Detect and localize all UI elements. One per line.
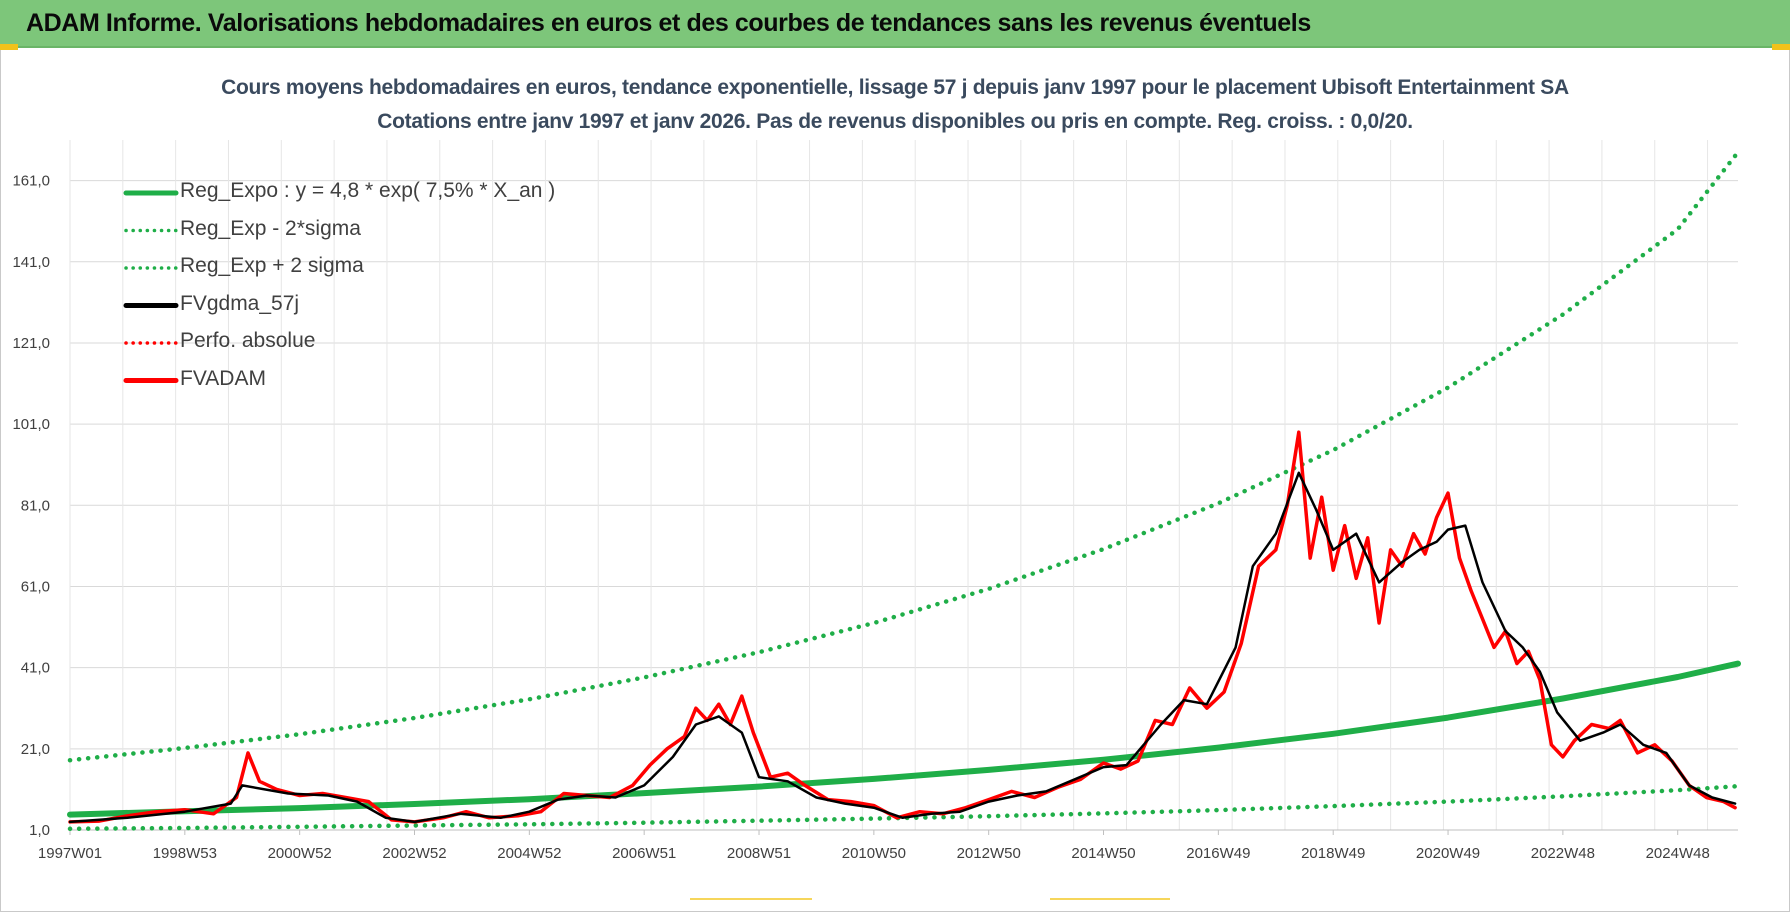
y-tick-label: 141,0 — [12, 254, 50, 271]
series-line-2 — [67, 149, 1741, 763]
x-tick-label: 2006W51 — [612, 845, 676, 862]
legend-label: FVADAM — [180, 366, 266, 390]
corner-mark-right — [1772, 44, 1790, 50]
page-title: ADAM Informe. Valorisations hebdomadaire… — [26, 9, 1311, 37]
series-lines — [67, 149, 1741, 832]
legend-label: FVgdma_57j — [180, 291, 300, 315]
x-tick-label: 2010W50 — [842, 845, 906, 862]
x-tick-label: 1998W53 — [153, 845, 217, 862]
x-tick-label: 2016W49 — [1186, 845, 1250, 862]
corner-mark-left — [0, 44, 18, 50]
y-tick-label: 81,0 — [21, 497, 50, 514]
x-tick-label: 2024W48 — [1646, 845, 1710, 862]
y-tick-label: 101,0 — [12, 416, 50, 433]
x-tick-label: 2022W48 — [1531, 845, 1595, 862]
legend-label: Reg_Expo : y = 4,8 * exp( 7,5% * X_an ) — [180, 179, 556, 202]
y-tick-label: 61,0 — [21, 578, 50, 595]
chart-title: Cours moyens hebdomadaires en euros, ten… — [221, 76, 1569, 99]
series-line-4 — [68, 430, 1737, 824]
x-tick-label: 2000W52 — [268, 845, 332, 862]
axes: 1,0 21,0 41,0 61,0 81,0 101,0 121,0 141,0 161,0 1… — [12, 173, 1738, 862]
y-tick-label: 41,0 — [21, 660, 50, 677]
y-tick-label: 21,0 — [21, 741, 50, 758]
x-tick-label: 2008W51 — [727, 845, 791, 862]
legend-swatches — [123, 190, 179, 383]
y-tick-label: 121,0 — [12, 335, 50, 352]
series-line-0 — [67, 660, 1741, 818]
series-line-3 — [68, 471, 1737, 824]
page-header: ADAM Informe. Valorisations hebdomadaire… — [0, 0, 1790, 48]
legend-label: Reg_Exp - 2*sigma — [180, 216, 361, 240]
x-tick-label: 2004W52 — [497, 845, 561, 862]
y-tick-label: 161,0 — [12, 173, 50, 190]
legend-label: Reg_Exp + 2 sigma — [180, 254, 364, 277]
x-tick-label: 2018W49 — [1301, 845, 1365, 862]
x-tick-label: 1997W01 — [38, 845, 102, 862]
footer-mark-1 — [690, 898, 812, 900]
chart-subtitle: Cotations entre janv 1997 et janv 2026. … — [377, 110, 1413, 133]
grid-lines — [69, 140, 1738, 831]
series-line-1 — [67, 783, 1741, 832]
footer-mark-2 — [1050, 898, 1170, 900]
legend-label: Perfo. absolue — [180, 329, 316, 352]
x-tick-label: 2002W52 — [382, 845, 446, 862]
x-tick-label: 2012W50 — [957, 845, 1021, 862]
y-tick-label: 1,0 — [29, 822, 50, 839]
x-tick-label: 2020W49 — [1416, 845, 1480, 862]
x-tick-label: 2014W50 — [1071, 845, 1135, 862]
